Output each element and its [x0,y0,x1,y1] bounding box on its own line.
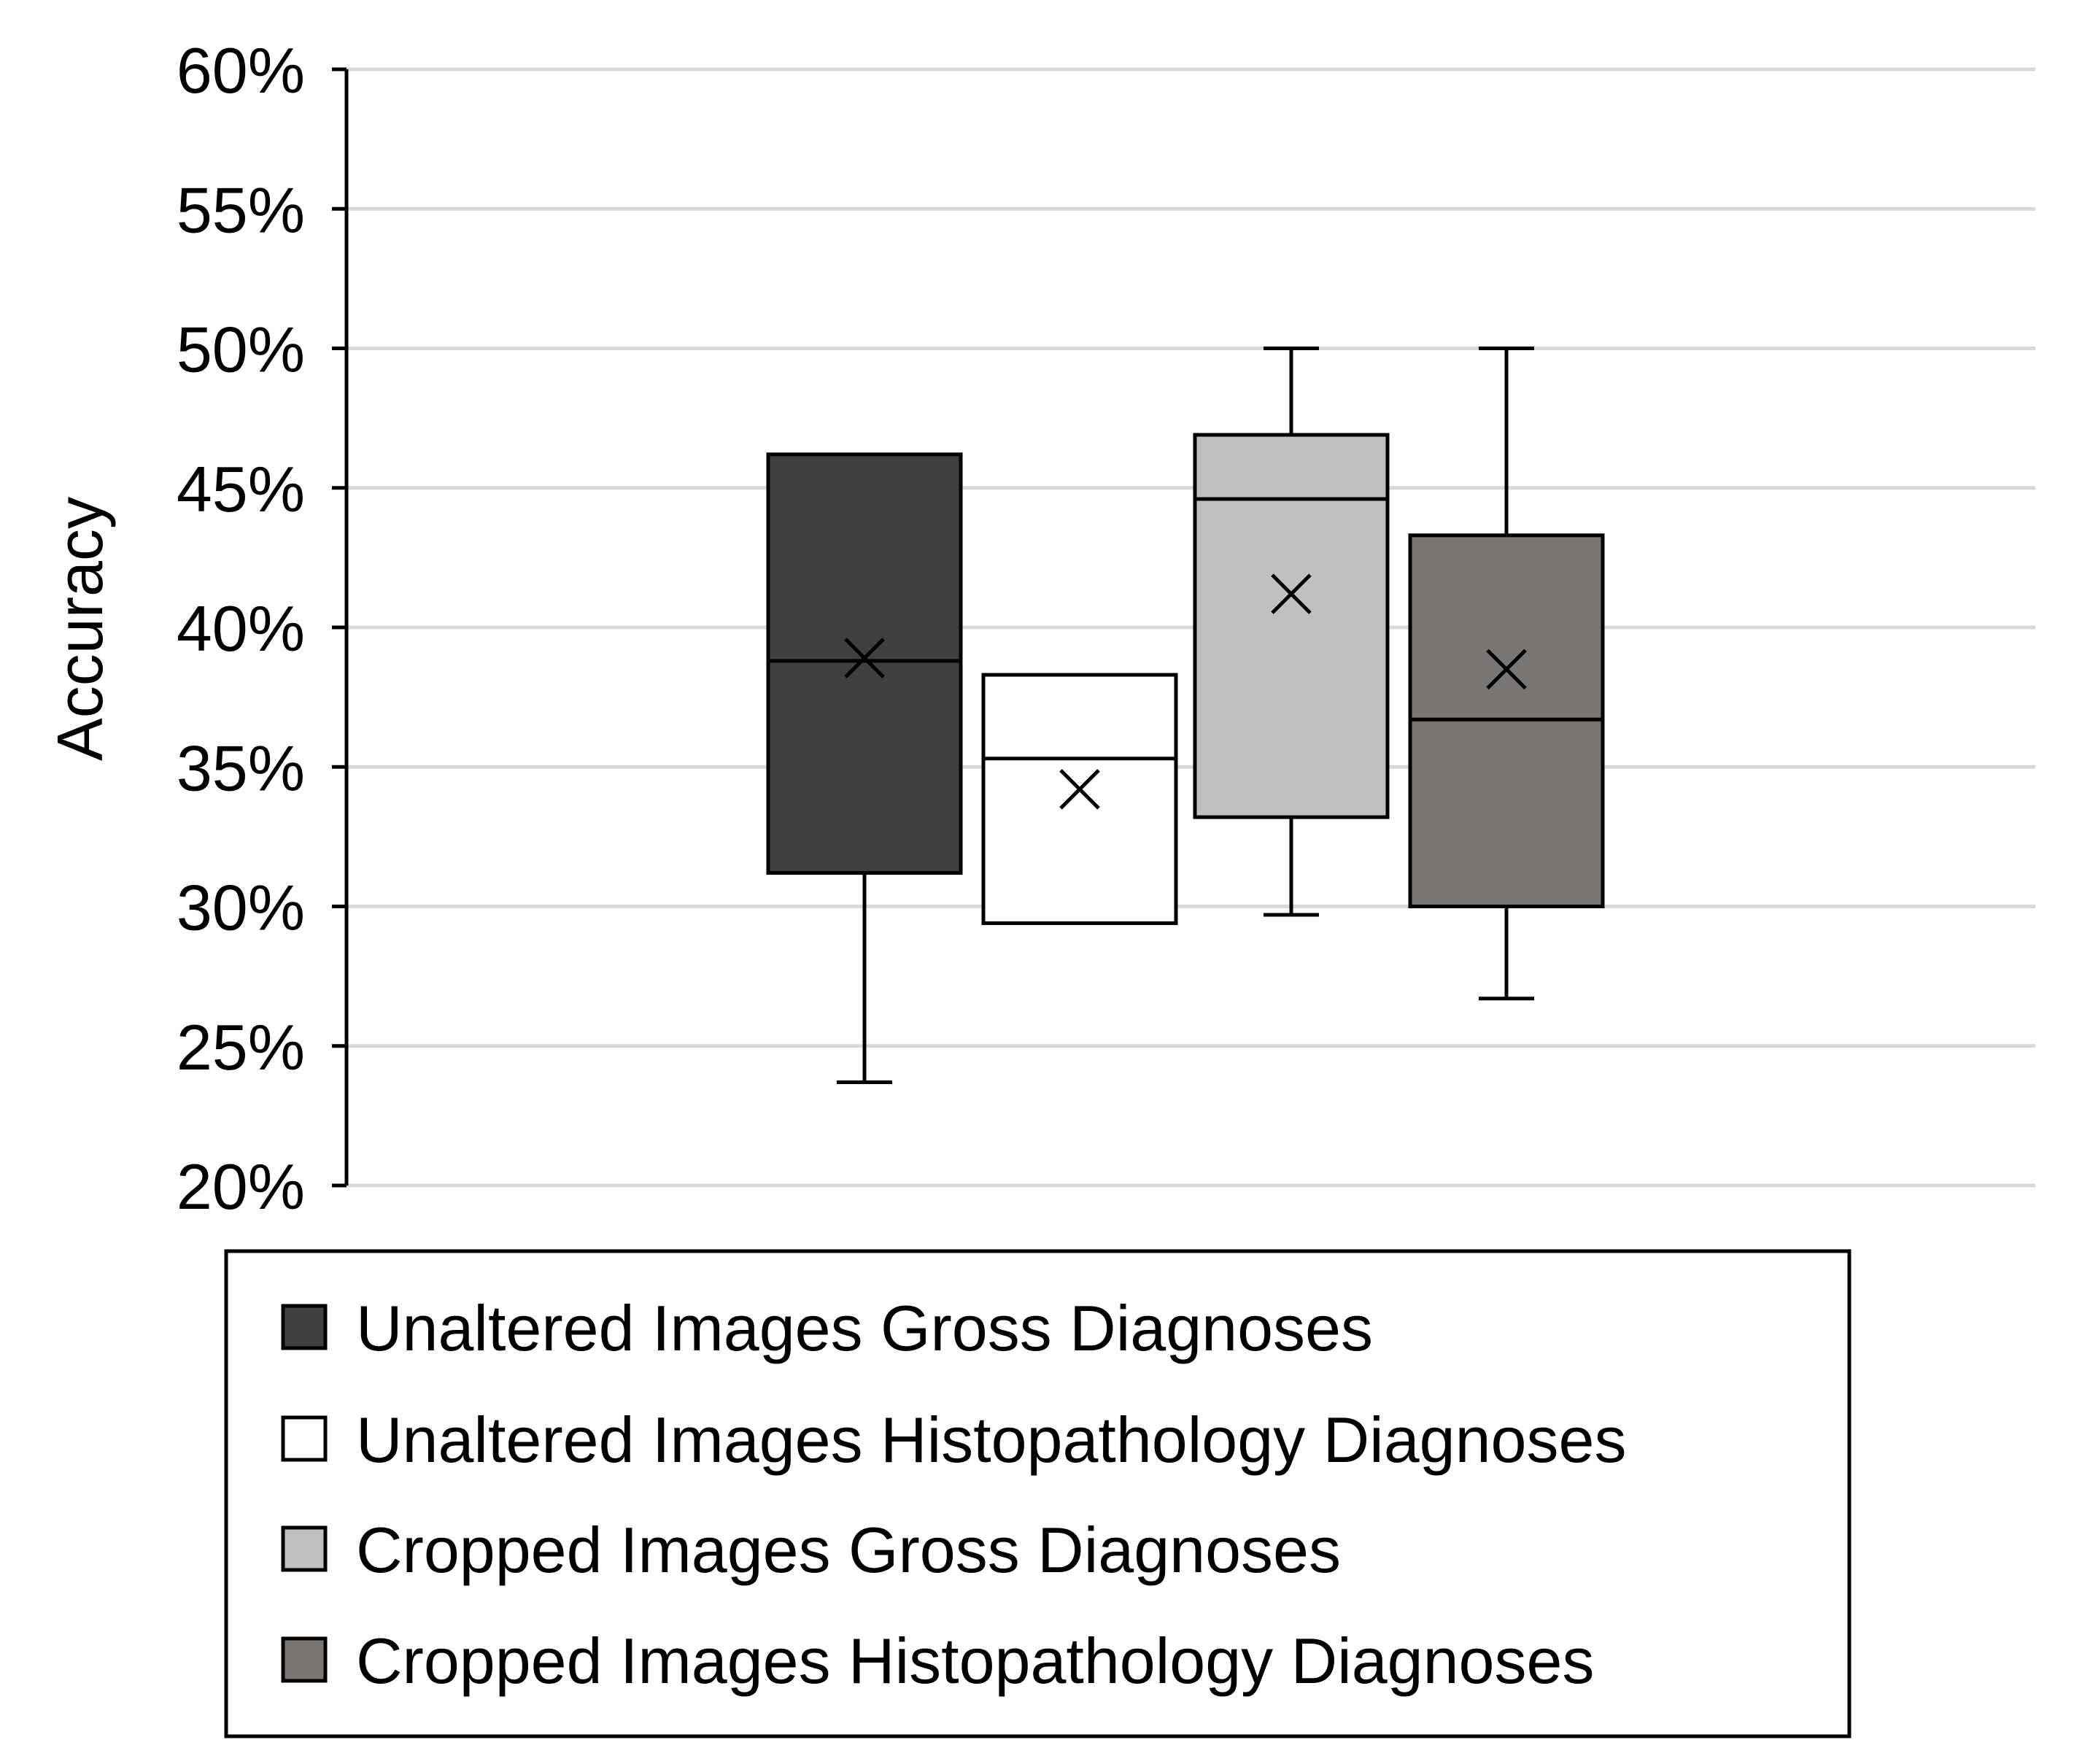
y-tick-label: 25% [177,1011,305,1083]
legend: Unaltered Images Gross Diagnoses Unaltere… [224,1249,1851,1738]
gridlines [347,67,2035,1188]
box-3 [1193,347,1390,917]
y-tick-label: 60% [177,34,305,107]
y-tick-label: 45% [177,453,305,525]
box-iqr [766,452,963,875]
y-tick-label: 30% [177,872,305,944]
legend-item: Unaltered Images Gross Diagnoses [281,1292,1373,1364]
box-iqr [981,673,1178,925]
legend-label: Unaltered Images Histopathology Diagnose… [356,1404,1626,1476]
legend-label: Cropped Images Gross Diagnoses [356,1514,1341,1586]
box-1 [766,452,963,1084]
box-2 [981,673,1178,925]
mean-marker [1059,769,1100,810]
box-4 [1408,347,1605,1001]
legend-frame [224,1249,1851,1738]
y-tick-label: 50% [177,314,305,386]
legend-swatch [281,1636,328,1683]
legend-swatch [281,1304,328,1350]
y-axis-ticks: 20% 25% 30% 35% 40% 45% 50% 55% 60% [177,34,347,1223]
y-tick-label: 40% [177,592,305,665]
y-tick-label: 35% [177,732,305,804]
y-tick-label: 55% [177,174,305,246]
legend-item: Cropped Images Gross Diagnoses [281,1514,1341,1586]
mean-marker [844,638,885,678]
mean-marker [1486,649,1527,690]
legend-swatch [281,1415,328,1462]
box-series [766,347,1605,1084]
legend-label: Unaltered Images Gross Diagnoses [356,1292,1373,1364]
y-tick-label: 20% [177,1150,305,1223]
legend-label: Cropped Images Histopathology Diagnoses [356,1625,1594,1697]
legend-item: Cropped Images Histopathology Diagnoses [281,1625,1594,1697]
legend-swatch [281,1525,328,1572]
legend-item: Unaltered Images Histopathology Diagnose… [281,1404,1626,1476]
y-axis-title: Accuracy [44,497,116,761]
box-iqr [1193,433,1390,819]
mean-marker [1271,573,1312,614]
